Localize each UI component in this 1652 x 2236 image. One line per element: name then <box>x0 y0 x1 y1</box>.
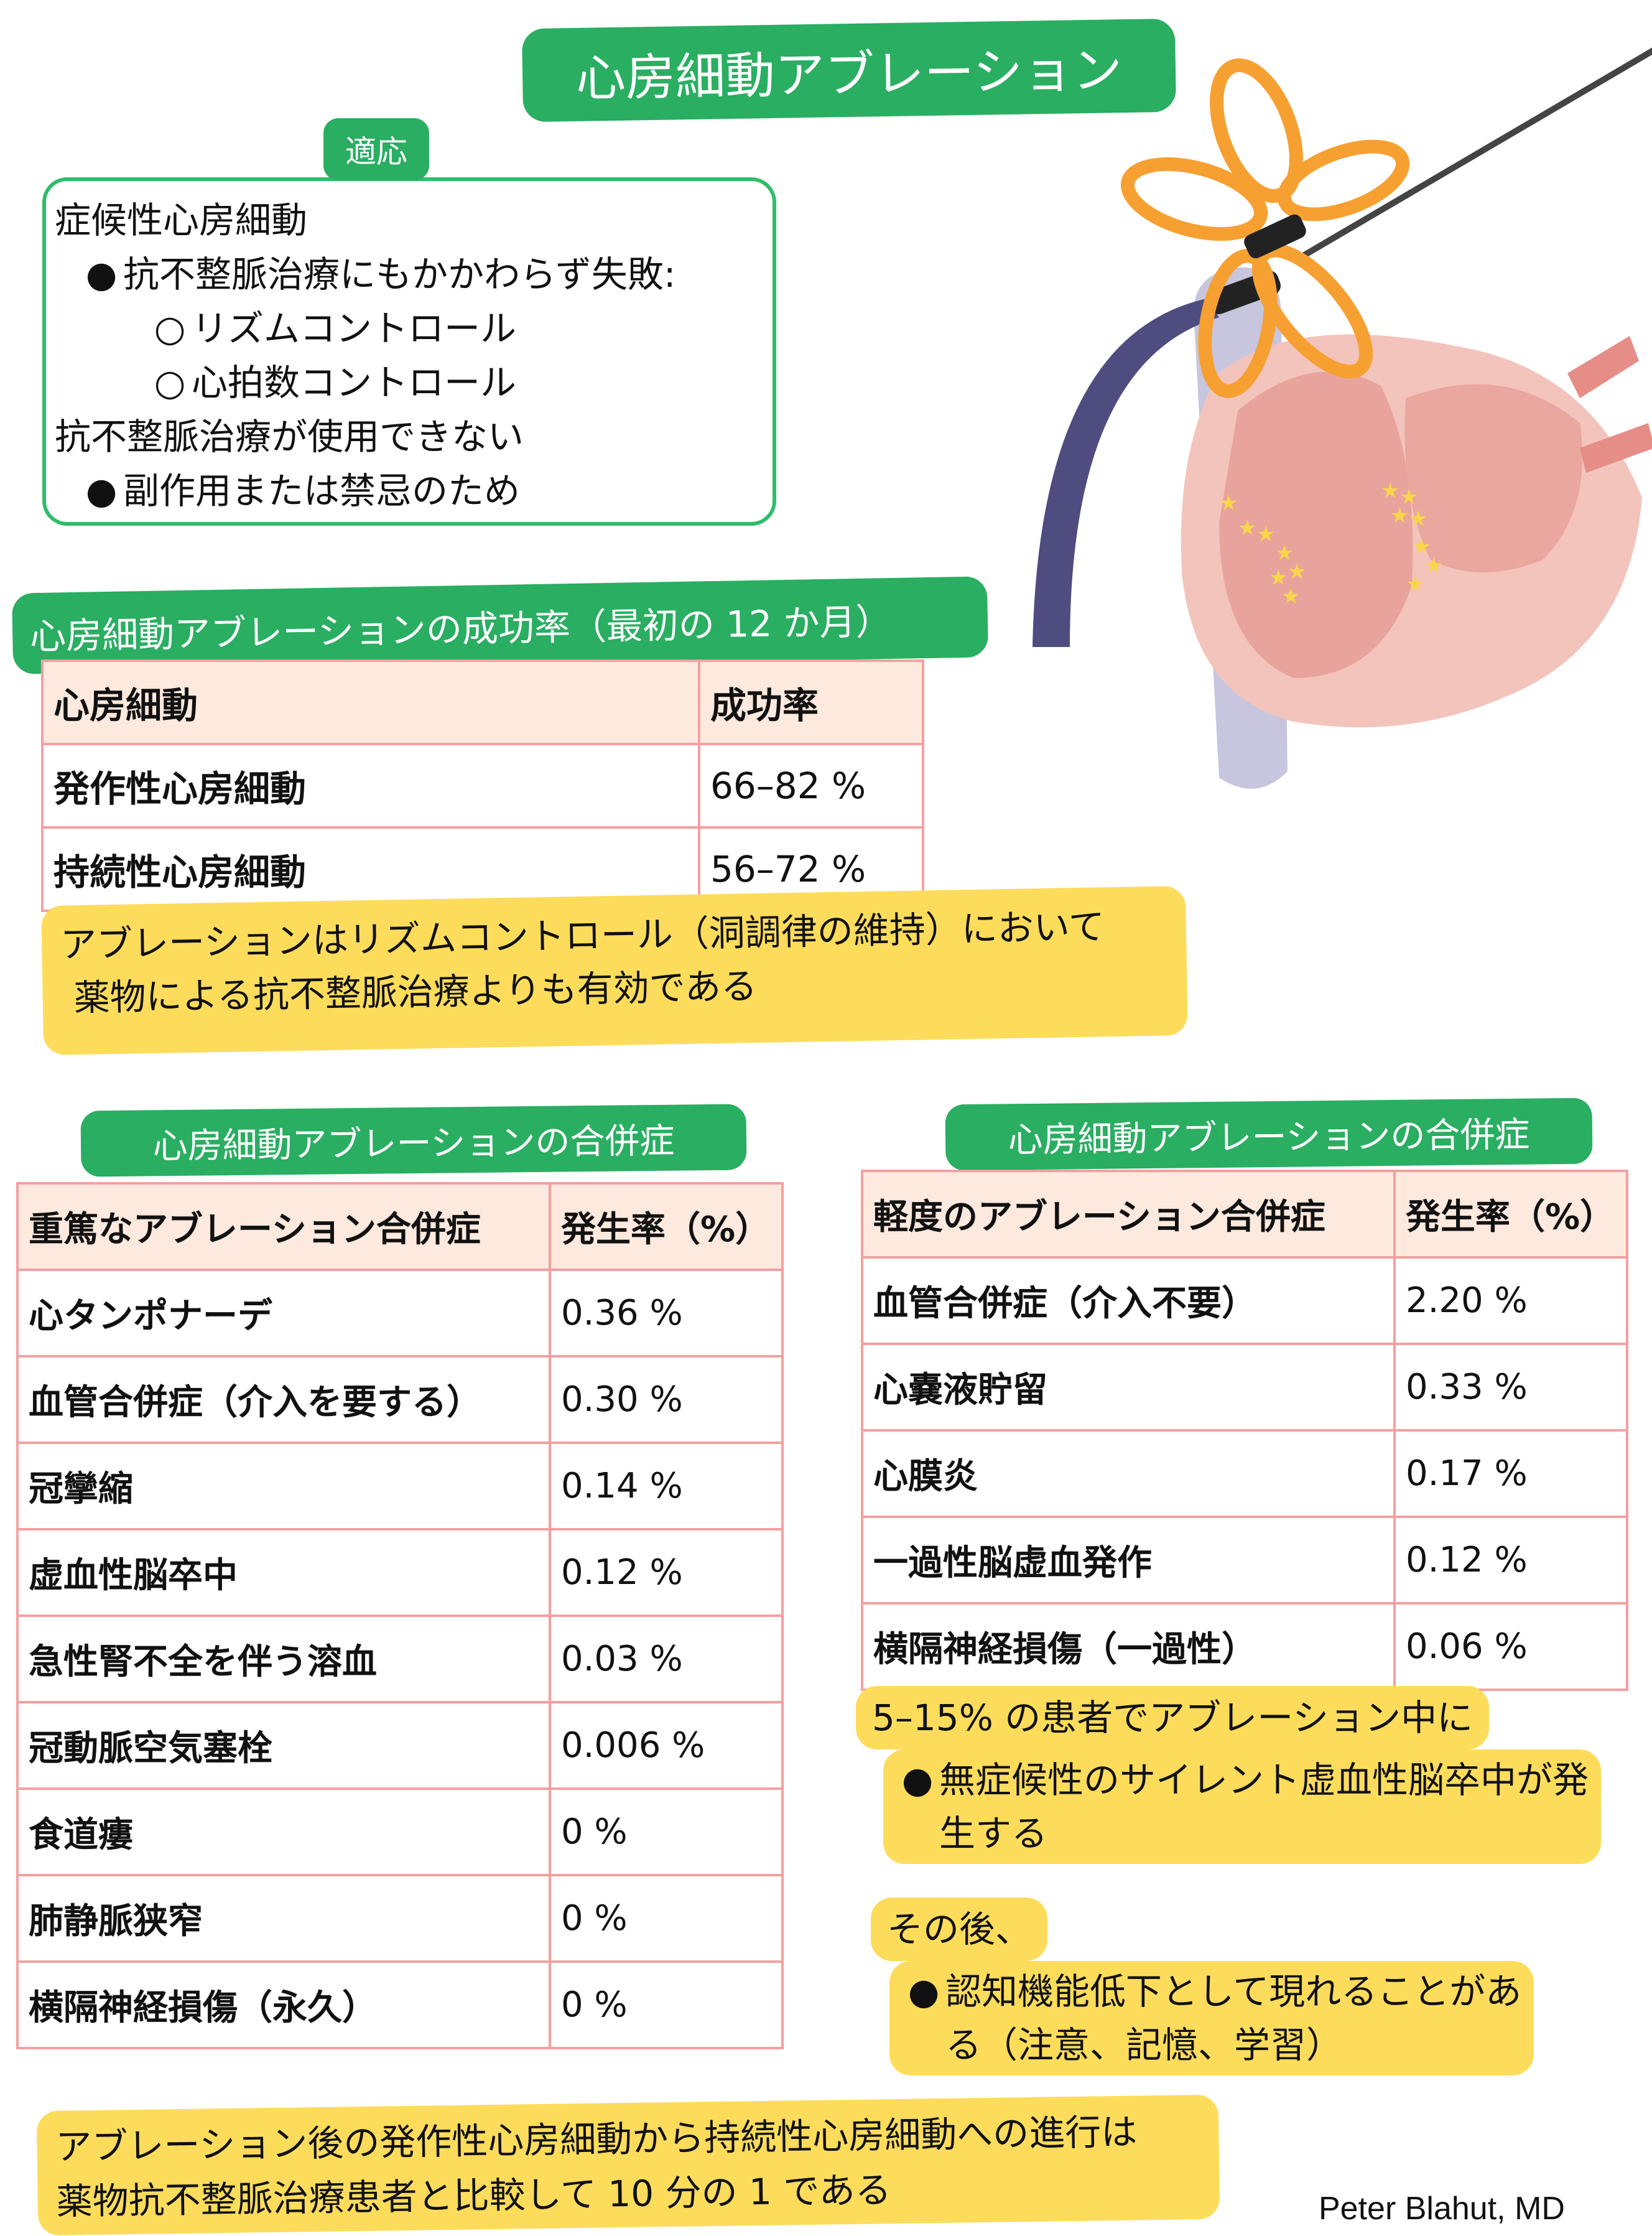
ablation-efficacy-note: アブレーションはリズムコントロール（洞調律の維持）において 薬物による抗不整脈治… <box>41 885 1188 1056</box>
table-row: 冠動脈空気塞栓 0.006 % <box>16 1701 784 1790</box>
progression-note: アブレーション後の発作性心房細動から持続性心房細動への進行は 薬物抗不整脈治療患… <box>36 2094 1220 2236</box>
circle-bullet-icon: ○ <box>154 361 186 404</box>
svg-text:★: ★ <box>1409 506 1427 531</box>
svg-text:★: ★ <box>1256 522 1275 547</box>
svg-text:★: ★ <box>1412 534 1431 559</box>
svg-text:★: ★ <box>1219 491 1238 516</box>
svg-text:★: ★ <box>1238 516 1256 541</box>
heart-catheter-illustration: ★★ ★ ★★ ★ ★★ ★ ★ ★★ ★★ <box>1032 47 1652 789</box>
severe-complications-table: 重篤なアブレーション合併症 発生率（%） 心タンポナーデ 0.36 % 血管合併症（… <box>16 1182 784 2049</box>
table-row: 肺静脈狭窄 0 % <box>16 1874 784 1963</box>
indications-tag: 適応 <box>323 118 429 180</box>
table-row: 血管合併症（介入を要する） 0.30 % <box>16 1355 784 1444</box>
table-row: 食道瘻 0 % <box>16 1787 784 1876</box>
indication-line: 症候性心房細動 <box>55 199 308 241</box>
table-header-row: 重篤なアブレーション合併症 発生率（%） <box>16 1182 784 1271</box>
bullet-icon: ● <box>85 470 118 512</box>
indication-line: ○ リズムコントロール <box>55 302 764 356</box>
indication-line: 抗不整脈治療が使用できない <box>55 416 524 458</box>
indication-line: ○ 心拍数コントロール <box>55 356 764 410</box>
table-row: 発作性心房細動 66–82 % <box>41 743 924 829</box>
svg-text:★: ★ <box>1269 566 1288 590</box>
table-header-row: 軽度のアブレーション合併症 発生率（%） <box>861 1170 1628 1259</box>
silent-stroke-note: 5–15% の患者でアブレーション中に ● 無症候性のサイレント虚血性脳卒中が発 … <box>856 1686 1646 1864</box>
bullet-icon: ● <box>85 253 118 296</box>
table-row: 心膜炎 0.17 % <box>861 1429 1628 1518</box>
table-row: 虚血性脳卒中 0.12 % <box>16 1528 784 1617</box>
svg-text:★: ★ <box>1288 559 1306 584</box>
circle-bullet-icon: ○ <box>154 307 186 350</box>
svg-text:★: ★ <box>1406 572 1424 597</box>
table-header-row: 心房細動 成功率 <box>41 659 924 745</box>
bullet-icon: ● <box>907 1970 940 2013</box>
table-row: 急性腎不全を伴う溶血 0.03 % <box>16 1614 784 1703</box>
bullet-icon: ● <box>901 1759 934 1801</box>
indications-box: 症候性心房細動 ● 抗不整脈治療にもかかわらず失敗: ○ リズムコントロール ○ 心拍… <box>42 177 776 526</box>
svg-text:★: ★ <box>1424 553 1443 578</box>
table-row: 血管合併症（介入不要） 2.20 % <box>861 1256 1628 1345</box>
table-row: 一過性脳虚血発作 0.12 % <box>861 1516 1628 1605</box>
svg-text:★: ★ <box>1390 503 1409 528</box>
svg-text:★: ★ <box>1381 478 1399 503</box>
indication-line: ● 抗不整脈治療にもかかわらず失敗: <box>55 248 764 302</box>
mild-complications-table: 軽度のアブレーション合併症 発生率（%） 血管合併症（介入不要） 2.20 % 心嚢… <box>861 1170 1628 1691</box>
svg-text:★: ★ <box>1399 485 1418 510</box>
svg-text:★: ★ <box>1275 541 1294 566</box>
success-rate-table: 心房細動 成功率 発作性心房細動 66–82 % 持続性心房細動 56–72 % <box>41 659 924 912</box>
svg-text:★: ★ <box>1281 584 1300 609</box>
cognitive-decline-note: その後、 ● 認知機能低下として現れることがあ る（注意、記憶、学習） <box>871 1898 1586 2075</box>
table-row: 心嚢液貯留 0.33 % <box>861 1343 1628 1432</box>
mild-complications-tag: 心房細動アブレーションの合併症 <box>945 1097 1593 1171</box>
table-row: 横隔神経損傷（永久） 0 % <box>16 1960 784 2049</box>
author-credit: Peter Blahut, MD <box>1319 2191 1565 2227</box>
table-row: 冠攣縮 0.14 % <box>16 1442 784 1530</box>
table-row: 横隔神経損傷（一過性） 0.06 % <box>861 1602 1628 1691</box>
severe-complications-tag: 心房細動アブレーションの合併症 <box>80 1104 747 1177</box>
table-row: 心タンポナーデ 0.36 % <box>16 1269 784 1358</box>
indication-line: ● 副作用または禁忌のため <box>55 464 764 518</box>
